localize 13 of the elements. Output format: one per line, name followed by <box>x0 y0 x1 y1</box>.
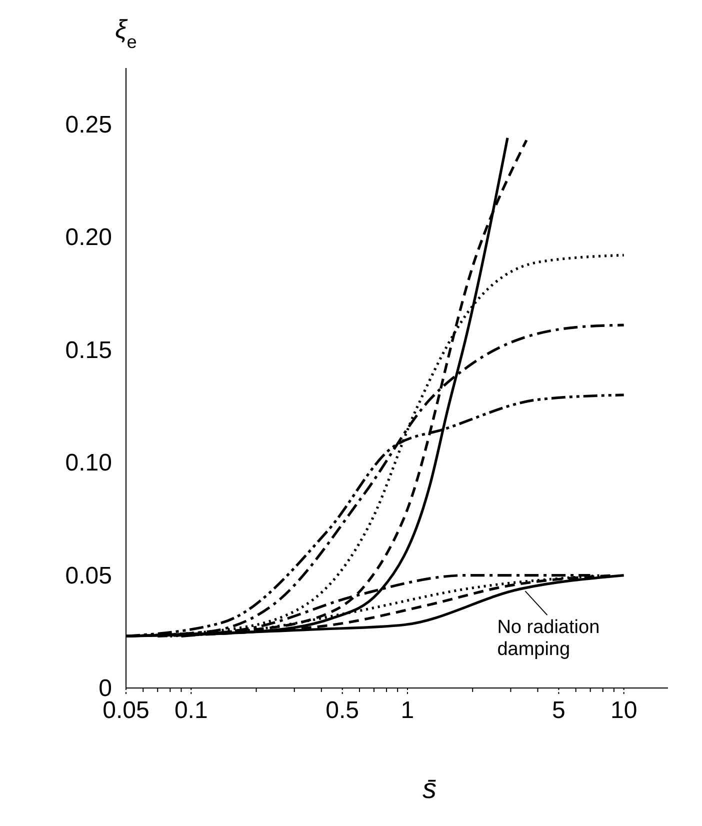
x-tick-label: 0.5 <box>326 697 360 724</box>
y-axis-title: ξ$_{e}$ <box>115 14 137 52</box>
annotation: No radiation damping <box>497 617 600 660</box>
x-tick-label: 10 <box>610 697 638 724</box>
y-tick-label: 0.25 <box>65 111 112 138</box>
y-tick-label: 0.20 <box>65 224 112 252</box>
x-tick-label: 0.1 <box>174 697 208 724</box>
y-tick-label: 0.05 <box>65 562 112 590</box>
x-tick-label: 5 <box>552 697 566 724</box>
y-tick-label: 0.15 <box>65 336 112 364</box>
x-tick-label: 1 <box>400 697 414 724</box>
x-axis-title: s̄ <box>422 773 437 804</box>
y-tick-label: 0.10 <box>65 450 112 477</box>
